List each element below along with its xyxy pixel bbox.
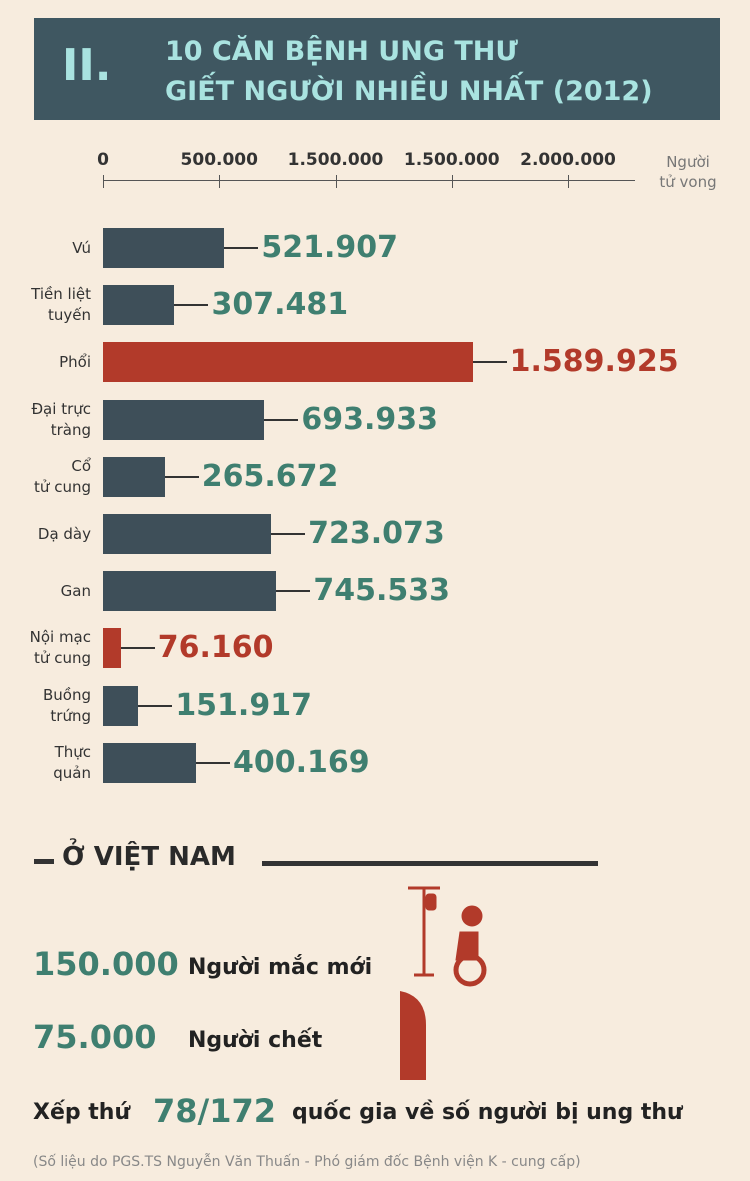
x-tick-label: 0 <box>97 150 109 170</box>
leader-line <box>174 304 209 307</box>
category-label: Tiền liệt tuyến <box>31 285 91 325</box>
bar <box>103 514 272 554</box>
value-label: 1.589.925 <box>509 344 679 380</box>
chart-title: 10 CĂN BỆNH UNG THƯ GIẾT NGƯỜI NHIỀU NHẤ… <box>165 36 653 107</box>
leader-line <box>276 590 311 593</box>
x-tick <box>103 175 104 188</box>
leader-line <box>138 704 173 707</box>
leader-line <box>472 361 507 364</box>
leader-line <box>264 418 299 421</box>
bar <box>103 685 139 726</box>
category-label: Phổi <box>59 352 91 371</box>
bar <box>103 571 277 612</box>
leader-line <box>271 533 306 535</box>
value-label: 521.907 <box>261 230 398 265</box>
category-label: Thực quản <box>53 742 91 782</box>
tombstone-icon <box>400 991 426 1080</box>
category-label: Nội mạc tử cung <box>29 628 91 668</box>
leader-line <box>120 647 155 650</box>
source-note: (Số liệu do PGS.TS Nguyễn Văn Thuấn - Ph… <box>33 1154 581 1170</box>
bar <box>103 628 121 669</box>
title-box <box>34 18 720 120</box>
leader-line <box>164 475 199 478</box>
x-tick-label: 1.500.000 <box>403 150 500 170</box>
value-label: 693.933 <box>301 401 438 437</box>
section-number: II. <box>62 40 112 91</box>
bar <box>103 399 265 440</box>
value-label: 745.533 <box>313 573 450 609</box>
bar <box>103 285 175 326</box>
vietnam-heading: Ở VIỆT NAM <box>62 842 236 872</box>
category-label: Vú <box>72 238 91 257</box>
iv-wheelchair-icon <box>408 886 487 987</box>
x-tick <box>219 175 221 188</box>
stat-label: Người mắc mới <box>188 955 373 980</box>
category-label: Đại trực tràng <box>31 399 91 439</box>
value-label: 400.169 <box>233 744 370 780</box>
value-label: 723.073 <box>308 516 445 551</box>
x-axis-label: Người tử vong <box>659 153 717 191</box>
value-label: 76.160 <box>157 630 274 666</box>
x-axis-line <box>103 180 635 181</box>
x-tick-label: 500.000 <box>180 150 258 170</box>
category-label: Cổ tử cung <box>34 456 91 496</box>
category-label: Gan <box>60 581 91 600</box>
x-tick <box>451 175 453 188</box>
rank-prefix: Xếp thứ <box>33 1100 131 1125</box>
stat-label: Người chết <box>188 1028 323 1053</box>
stat-value: 150.000 <box>33 945 179 983</box>
value-label: 307.481 <box>211 287 349 323</box>
heading-dash <box>34 859 54 864</box>
x-tick-label: 1.500.000 <box>287 150 384 170</box>
value-label: 151.917 <box>175 687 312 723</box>
stat-value: 75.000 <box>33 1018 157 1056</box>
category-label: Dạ dày <box>37 524 91 543</box>
category-label: Buồng trứng <box>42 685 91 725</box>
value-label: 265.672 <box>201 458 339 494</box>
bar <box>103 342 473 383</box>
bar <box>103 456 165 497</box>
x-tick-label: 2.000.000 <box>520 150 616 170</box>
heading-rule <box>262 861 598 866</box>
bar <box>103 742 197 783</box>
bar <box>103 228 225 268</box>
leader-line <box>224 247 259 249</box>
rank-value: 78/172 <box>153 1092 277 1130</box>
icons <box>400 886 487 1080</box>
leader-line <box>196 761 231 764</box>
rank-suffix: quốc gia về số người bị ung thư <box>292 1100 683 1125</box>
x-tick <box>568 175 569 188</box>
x-tick <box>335 175 337 188</box>
